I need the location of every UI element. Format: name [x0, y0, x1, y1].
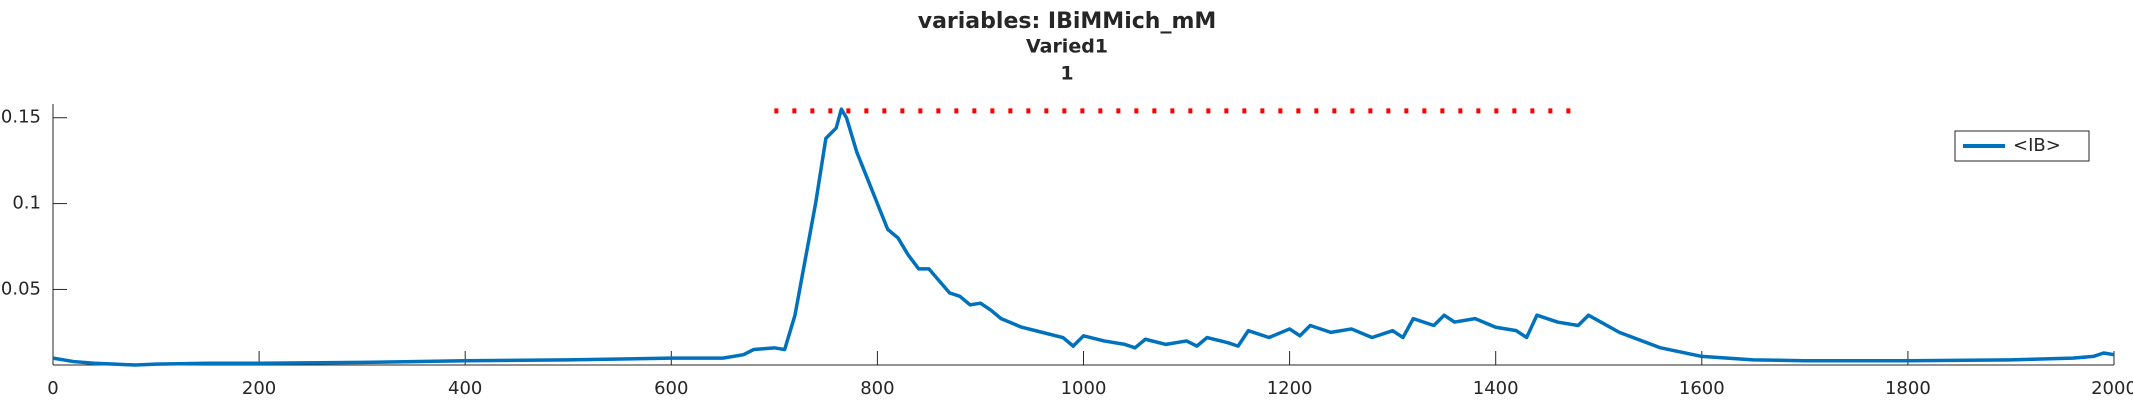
- chart-subtitle: Varied1: [1026, 36, 1108, 58]
- chart-title: variables: IBiMMich_mM: [918, 9, 1217, 34]
- x-tick-label: 1400: [1473, 378, 1519, 399]
- x-tick-label: 1600: [1679, 378, 1725, 399]
- x-tick-label: 200: [242, 378, 276, 399]
- chart-subtitle: 1: [1060, 63, 1073, 85]
- x-tick-label: 600: [654, 378, 688, 399]
- y-tick-label: 0.15: [1, 107, 41, 128]
- x-tick-label: 400: [448, 378, 482, 399]
- data-line: [52, 107, 2115, 367]
- legend-label: <IB>: [2013, 135, 2061, 156]
- y-tick-label: 0.05: [1, 278, 41, 299]
- x-tick-label: 1200: [1267, 378, 1313, 399]
- x-tick-label: 800: [860, 378, 894, 399]
- y-tick-label: 0.1: [12, 193, 41, 214]
- x-tick-label: 1800: [1885, 378, 1931, 399]
- x-tick-label: 0: [47, 378, 58, 399]
- x-tick-label: 2000: [2091, 378, 2133, 399]
- x-tick-label: 1000: [1061, 378, 1107, 399]
